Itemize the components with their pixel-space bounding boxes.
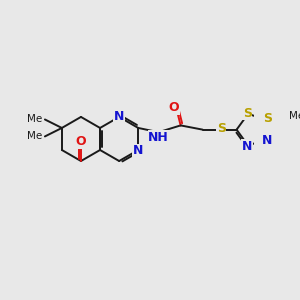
Text: S: S bbox=[243, 106, 252, 119]
Text: S: S bbox=[263, 112, 272, 125]
Text: N: N bbox=[242, 140, 252, 153]
Text: Me: Me bbox=[27, 115, 42, 124]
Text: Me: Me bbox=[27, 131, 42, 141]
Text: N: N bbox=[133, 144, 143, 157]
Text: Me: Me bbox=[289, 111, 300, 121]
Text: O: O bbox=[169, 101, 179, 114]
Text: NH: NH bbox=[148, 131, 169, 144]
Text: O: O bbox=[76, 135, 86, 148]
Text: N: N bbox=[114, 110, 124, 123]
Text: N: N bbox=[262, 134, 273, 147]
Text: S: S bbox=[217, 122, 226, 135]
